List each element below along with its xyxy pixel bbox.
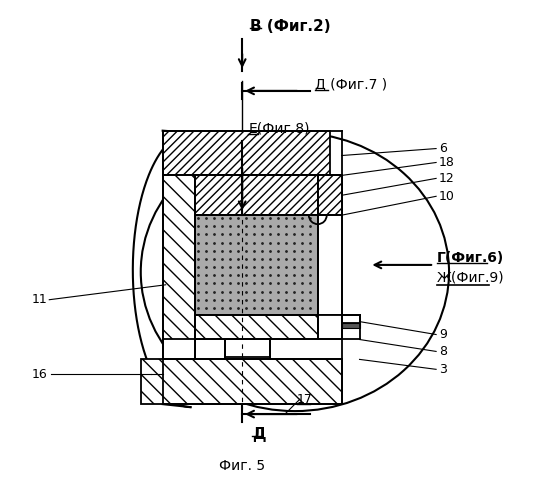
- Text: Г(Фиг.6): Г(Фиг.6): [437, 251, 504, 265]
- Text: 9: 9: [439, 328, 447, 341]
- Bar: [141, 359, 342, 404]
- Text: 11: 11: [32, 293, 47, 306]
- Text: Д (Фиг.7 ): Д (Фиг.7 ): [315, 77, 387, 91]
- Text: 18: 18: [439, 156, 455, 169]
- Bar: [342, 322, 360, 327]
- Text: Ж(Фиг.9): Ж(Фиг.9): [437, 271, 505, 285]
- Text: В (Фиг.2): В (Фиг.2): [250, 19, 331, 34]
- Bar: [196, 176, 318, 215]
- Text: Е(Фиг.8): Е(Фиг.8): [248, 122, 310, 136]
- Text: 10: 10: [439, 190, 455, 203]
- Text: 6: 6: [439, 142, 447, 155]
- Bar: [318, 176, 342, 315]
- Bar: [342, 315, 360, 322]
- Text: 12: 12: [439, 172, 455, 185]
- Bar: [196, 315, 318, 339]
- Bar: [163, 339, 196, 359]
- Bar: [318, 176, 342, 215]
- Bar: [196, 215, 318, 315]
- Text: Д: Д: [252, 427, 265, 442]
- Text: 17: 17: [297, 393, 313, 406]
- Bar: [318, 315, 342, 339]
- Text: Фиг. 5: Фиг. 5: [219, 459, 265, 473]
- Text: 16: 16: [32, 368, 47, 381]
- Text: 3: 3: [439, 363, 447, 376]
- Bar: [225, 339, 270, 357]
- Bar: [163, 131, 330, 176]
- Bar: [163, 176, 196, 359]
- Text: 8: 8: [439, 345, 447, 358]
